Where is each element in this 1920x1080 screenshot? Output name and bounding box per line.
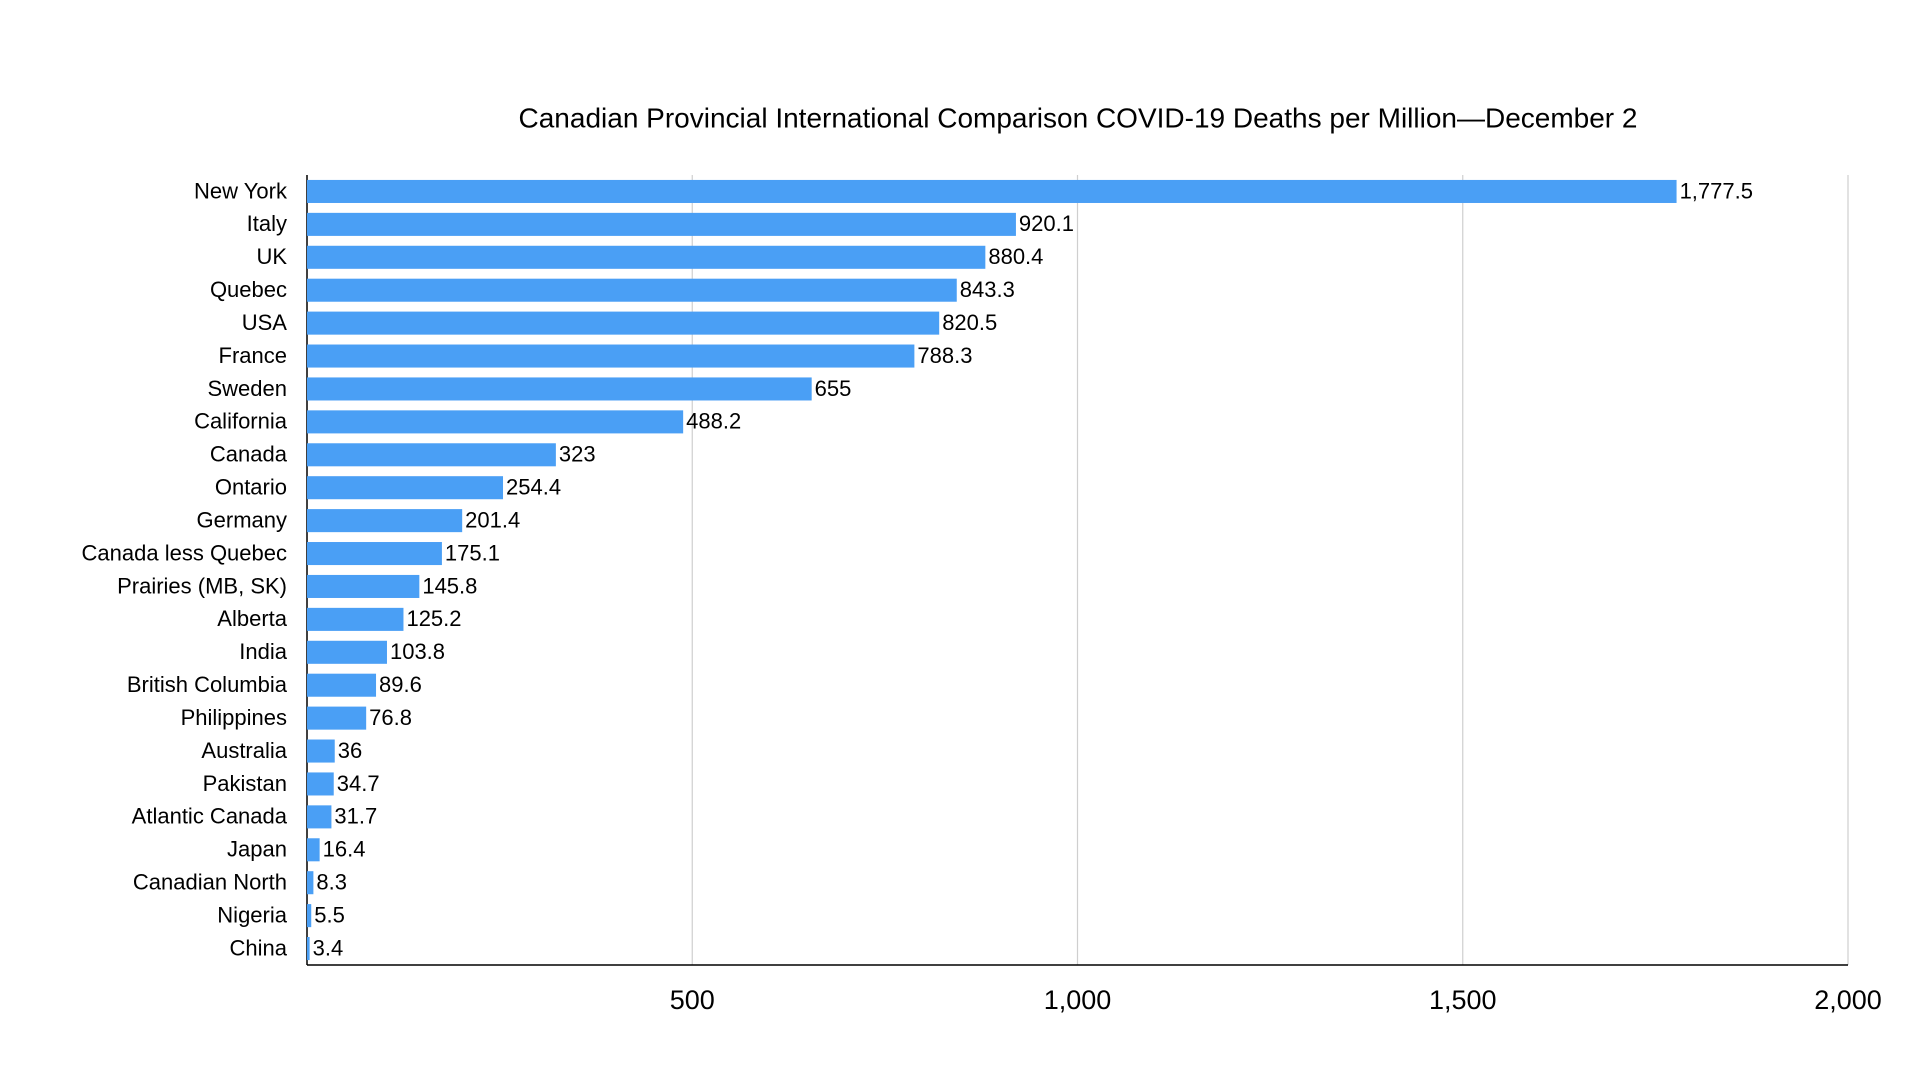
data-label: 5.5 <box>314 902 345 927</box>
data-label: 254.4 <box>506 475 561 500</box>
bar <box>307 871 314 895</box>
bar <box>307 574 420 598</box>
y-tick-label: Quebec <box>210 277 287 302</box>
y-tick-label: Canada <box>210 442 288 467</box>
data-label: 103.8 <box>390 639 445 664</box>
data-label: 1,777.5 <box>1680 178 1753 203</box>
bar <box>307 805 332 829</box>
y-tick-label: Canadian North <box>133 870 287 895</box>
data-label: 175.1 <box>445 540 500 565</box>
x-tick-label: 1,500 <box>1429 985 1497 1015</box>
y-tick-label: India <box>239 639 287 664</box>
y-tick-label: Ontario <box>215 475 287 500</box>
data-label: 76.8 <box>369 705 412 730</box>
data-label: 843.3 <box>960 277 1015 302</box>
data-label: 34.7 <box>337 771 380 796</box>
y-tick-label: France <box>219 343 287 368</box>
data-label: 820.5 <box>942 310 997 335</box>
y-tick-label: Japan <box>227 837 287 862</box>
bar <box>307 706 367 730</box>
x-tick-label: 1,000 <box>1044 985 1112 1015</box>
data-label: 920.1 <box>1019 211 1074 236</box>
y-tick-label: Philippines <box>181 705 287 730</box>
data-label: 655 <box>815 376 852 401</box>
y-tick-label: New York <box>194 178 288 203</box>
y-tick-label: British Columbia <box>127 672 288 697</box>
bar <box>307 377 812 401</box>
bar <box>307 344 915 368</box>
bar <box>307 542 442 566</box>
bar <box>307 739 335 763</box>
data-label: 8.3 <box>316 870 347 895</box>
bar <box>307 311 940 335</box>
bar <box>307 607 404 631</box>
y-tick-label: USA <box>242 310 288 335</box>
bar <box>307 904 312 928</box>
data-label: 36 <box>338 738 362 763</box>
bar <box>307 443 556 467</box>
bar <box>307 937 310 961</box>
bar <box>307 212 1016 236</box>
bar <box>307 179 1677 203</box>
y-tick-label: Germany <box>197 507 287 532</box>
y-tick-label: Prairies (MB, SK) <box>117 573 287 598</box>
bar <box>307 772 334 796</box>
data-label: 880.4 <box>988 244 1043 269</box>
data-label: 323 <box>559 442 596 467</box>
y-tick-label: Sweden <box>207 376 287 401</box>
y-tick-label: Canada less Quebec <box>82 540 287 565</box>
y-tick-label: California <box>194 409 288 434</box>
bar <box>307 245 986 269</box>
y-tick-label: Pakistan <box>203 771 287 796</box>
data-label: 16.4 <box>323 837 366 862</box>
bar <box>307 838 320 862</box>
y-tick-label: Australia <box>201 738 287 763</box>
y-tick-label: Nigeria <box>217 902 287 927</box>
y-tick-label: China <box>230 935 288 960</box>
data-label: 31.7 <box>334 804 377 829</box>
data-label: 488.2 <box>686 409 741 434</box>
chart-title: Canadian Provincial International Compar… <box>519 102 1638 133</box>
x-tick-label: 500 <box>670 985 715 1015</box>
bar <box>307 410 684 434</box>
bar <box>307 278 957 302</box>
data-label: 125.2 <box>406 606 461 631</box>
y-tick-label: Alberta <box>217 606 287 631</box>
data-label: 3.4 <box>313 935 344 960</box>
data-label: 788.3 <box>917 343 972 368</box>
bar <box>307 673 377 697</box>
y-tick-label: Italy <box>247 211 287 236</box>
bar <box>307 640 387 664</box>
data-label: 201.4 <box>465 507 520 532</box>
bar <box>307 476 504 500</box>
data-label: 145.8 <box>422 573 477 598</box>
bar <box>307 509 463 533</box>
data-label: 89.6 <box>379 672 422 697</box>
x-tick-label: 2,000 <box>1814 985 1882 1015</box>
y-tick-label: UK <box>256 244 287 269</box>
y-tick-label: Atlantic Canada <box>132 804 288 829</box>
